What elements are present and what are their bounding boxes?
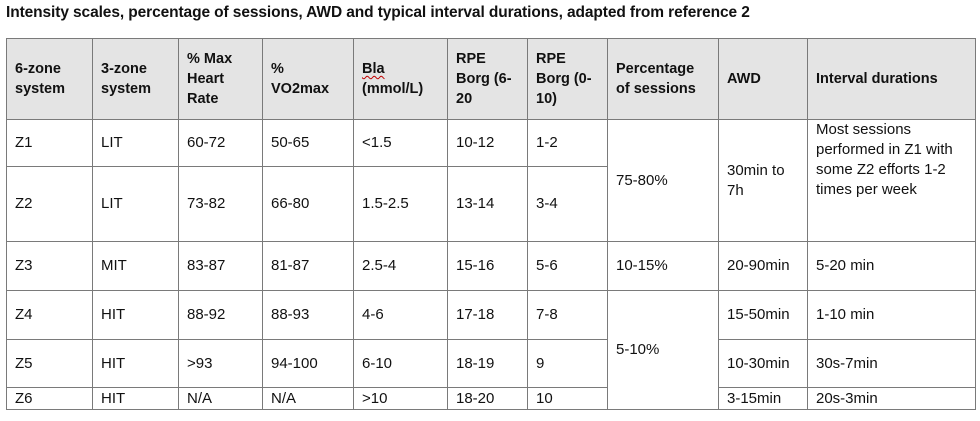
cell-vo2max: N/A (262, 387, 354, 410)
cell-zone6: Z6 (6, 387, 93, 410)
header-vo2max: % VO2max (262, 38, 354, 120)
cell-interval-lit: Most sessions performed in Z1 with some … (807, 119, 976, 242)
header-row: 6-zone system 3-zone system % Max Heart … (6, 38, 976, 120)
cell-max-hr: >93 (178, 339, 263, 388)
table-row-z1: Z1 LIT 60-72 50-65 <1.5 10-12 1-2 75-80%… (6, 119, 976, 242)
header-bla-label: Bla (362, 61, 385, 77)
table-row-z5: Z5 HIT >93 94-100 6-10 18-19 9 10-30min … (6, 339, 976, 388)
cell-rpe-0-10: 5-6 (527, 241, 608, 291)
cell-rpe-6-20: 10-12 (447, 119, 528, 167)
cell-zone3: HIT (92, 387, 179, 410)
cell-awd-z3: 20-90min (718, 241, 808, 291)
cell-zone3: HIT (92, 290, 179, 340)
header-6-zone-system: 6-zone system (6, 38, 93, 120)
cell-rpe-6-20: 13-14 (447, 166, 528, 242)
cell-interval-z4: 1-10 min (807, 290, 976, 340)
cell-percentage-lit: 75-80% (607, 119, 719, 242)
cell-vo2max: 94-100 (262, 339, 354, 388)
header-max-heart-rate: % Max Heart Rate (178, 38, 263, 120)
cell-rpe-6-20: 18-19 (447, 339, 528, 388)
header-interval-durations: Interval durations (807, 38, 976, 120)
cell-max-hr: 88-92 (178, 290, 263, 340)
cell-max-hr: N/A (178, 387, 263, 410)
cell-zone6: Z2 (6, 166, 93, 242)
header-3-zone-system: 3-zone system (92, 38, 179, 120)
header-percentage-of-sessions: Percentage of sessions (607, 38, 719, 120)
cell-zone3: LIT (92, 166, 179, 242)
cell-vo2max: 88-93 (262, 290, 354, 340)
cell-vo2max: 50-65 (262, 119, 354, 167)
table-row-z2: Z2 LIT 73-82 66-80 1.5-2.5 13-14 3-4 (6, 166, 976, 242)
cell-rpe-0-10: 3-4 (527, 166, 608, 242)
cell-zone3: MIT (92, 241, 179, 291)
cell-rpe-0-10: 10 (527, 387, 608, 410)
cell-max-hr: 60-72 (178, 119, 263, 167)
cell-awd-z5: 10-30min (718, 339, 808, 388)
cell-max-hr: 83-87 (178, 241, 263, 291)
cell-interval-z5: 30s-7min (807, 339, 976, 388)
cell-bla: 4-6 (353, 290, 448, 340)
cell-percentage-hit: 5-10% (607, 290, 719, 410)
table-row-z6: Z6 HIT N/A N/A >10 18-20 10 3-15min 20s-… (6, 387, 976, 410)
cell-zone6: Z3 (6, 241, 93, 291)
cell-bla: >10 (353, 387, 448, 410)
cell-rpe-0-10: 1-2 (527, 119, 608, 167)
table-row-z3: Z3 MIT 83-87 81-87 2.5-4 15-16 5-6 10-15… (6, 241, 976, 291)
header-rpe-borg-0-10: RPE Borg (0-10) (527, 38, 608, 120)
cell-rpe-0-10: 9 (527, 339, 608, 388)
header-bla: Bla (mmol/L) (353, 38, 448, 120)
cell-awd-lit: 30min to 7h (718, 119, 808, 242)
header-awd: AWD (718, 38, 808, 120)
cell-interval-z3: 5-20 min (807, 241, 976, 291)
cell-rpe-6-20: 15-16 (447, 241, 528, 291)
table-caption: Intensity scales, percentage of sessions… (6, 4, 750, 21)
cell-vo2max: 81-87 (262, 241, 354, 291)
cell-bla: 1.5-2.5 (353, 166, 448, 242)
cell-zone6: Z5 (6, 339, 93, 388)
cell-bla: 6-10 (353, 339, 448, 388)
cell-zone3: LIT (92, 119, 179, 167)
cell-bla: <1.5 (353, 119, 448, 167)
cell-interval-z6: 20s-3min (807, 387, 976, 410)
cell-max-hr: 73-82 (178, 166, 263, 242)
intensity-zones-table: 6-zone system 3-zone system % Max Heart … (6, 38, 976, 410)
cell-zone3: HIT (92, 339, 179, 388)
cell-rpe-6-20: 17-18 (447, 290, 528, 340)
cell-awd-z6: 3-15min (718, 387, 808, 410)
header-rpe-borg-6-20: RPE Borg (6-20 (447, 38, 528, 120)
cell-vo2max: 66-80 (262, 166, 354, 242)
cell-rpe-0-10: 7-8 (527, 290, 608, 340)
table-row-z4: Z4 HIT 88-92 88-93 4-6 17-18 7-8 5-10% 1… (6, 290, 976, 410)
cell-awd-z4: 15-50min (718, 290, 808, 340)
cell-zone6: Z1 (6, 119, 93, 167)
cell-percentage-mit: 10-15% (607, 241, 719, 291)
header-bla-unit: (mmol/L) (362, 81, 424, 97)
cell-zone6: Z4 (6, 290, 93, 340)
cell-rpe-6-20: 18-20 (447, 387, 528, 410)
cell-bla: 2.5-4 (353, 241, 448, 291)
